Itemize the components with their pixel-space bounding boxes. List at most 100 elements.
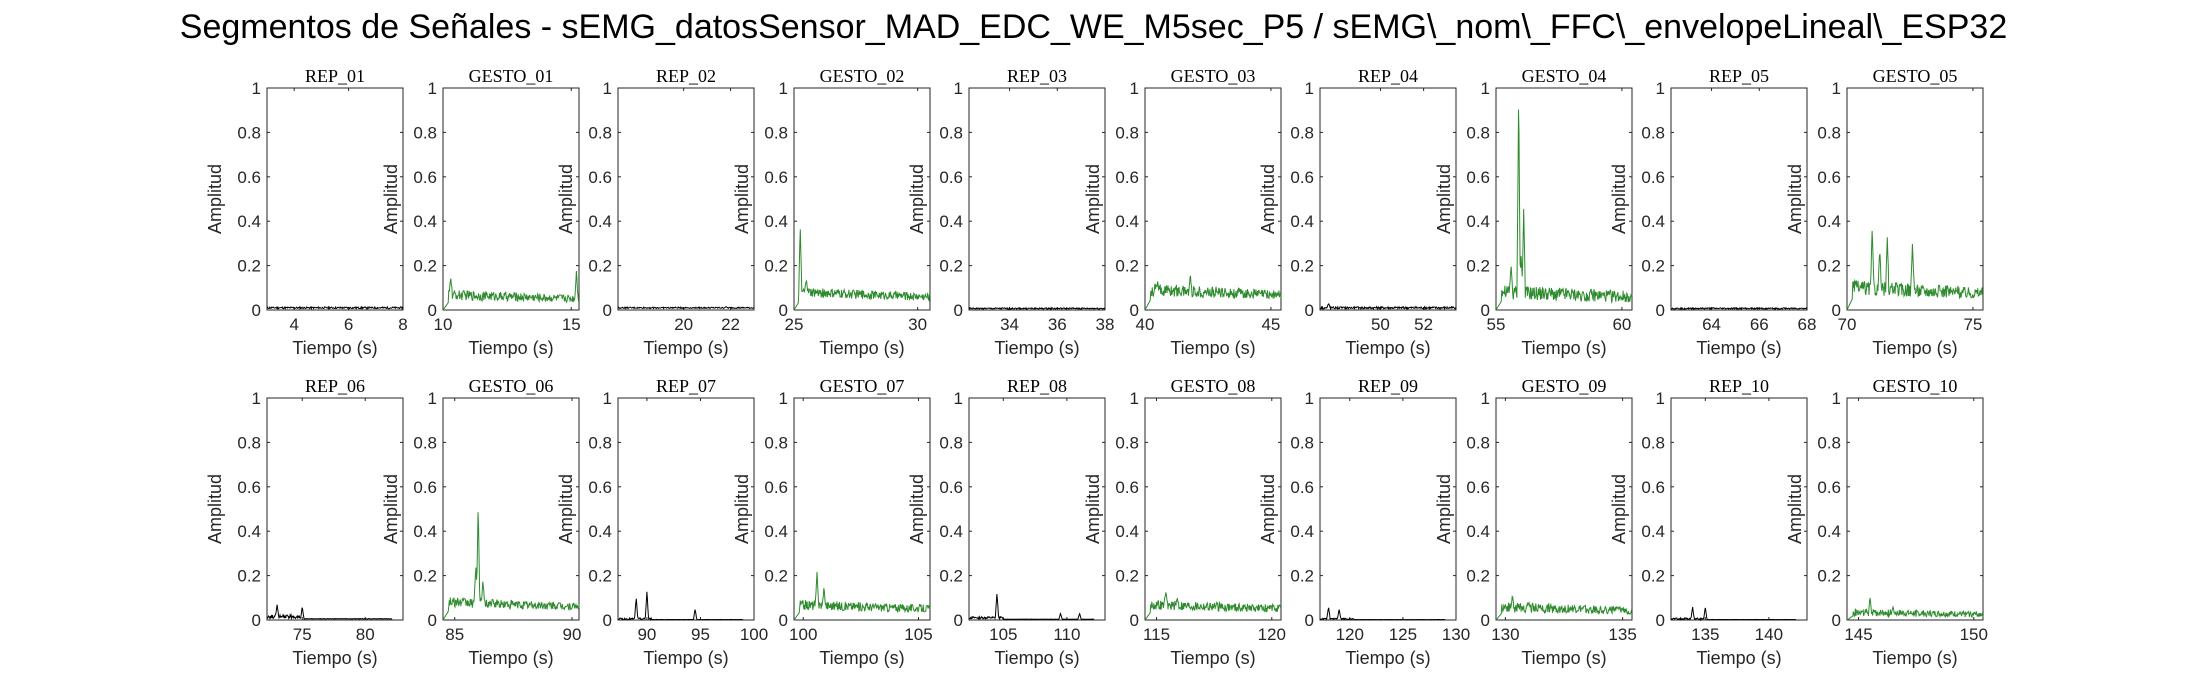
y-tick-label: 0.8 [413,123,437,142]
figure-title: Segmentos de Señales - sEMG_datosSensor_… [179,8,2008,46]
x-tick-label: 8 [398,315,407,334]
x-tick-label: 34 [1000,315,1019,334]
signal-trace [617,591,744,622]
y-tick-label: 0.2 [1115,257,1139,276]
y-tick-label: 0.6 [1466,168,1490,187]
y-axis-label: Amplitud [732,164,752,234]
x-axis-label: Tiempo (s) [468,338,553,358]
y-tick-label: 0.8 [237,123,261,142]
y-tick-label: 1 [779,389,788,408]
x-tick-label: 10 [434,315,453,334]
y-axis-label: Amplitud [1785,474,1805,544]
signal-trace [442,270,580,311]
y-tick-label: 0.2 [1466,257,1490,276]
y-tick-label: 0.2 [764,567,788,586]
subplot-title: REP_06 [305,376,365,396]
x-tick-label: 120 [1258,625,1286,644]
y-tick-label: 0.2 [764,257,788,276]
signal-trace [1319,303,1457,311]
y-tick-label: 0.2 [1466,567,1490,586]
y-tick-label: 0 [428,301,437,320]
y-tick-label: 0.4 [939,522,963,541]
axes-box [1144,87,1282,311]
axes-box [266,87,404,311]
y-tick-label: 1 [954,389,963,408]
subplot-title: GESTO_07 [820,376,905,396]
y-axis-label: Amplitud [381,474,401,544]
x-axis-label: Tiempo (s) [643,648,728,668]
y-tick-label: 0.6 [1466,478,1490,497]
y-tick-label: 0.6 [764,478,788,497]
x-tick-label: 130 [1442,625,1470,644]
x-axis-label: Tiempo (s) [1521,338,1606,358]
x-axis-label: Tiempo (s) [1345,648,1430,668]
y-tick-label: 0.4 [413,212,437,231]
y-axis-label: Amplitud [907,474,927,544]
y-axis-label: Amplitud [1434,164,1454,234]
y-tick-label: 0.2 [413,567,437,586]
subplot-title: GESTO_03 [1171,66,1256,86]
axes-box [968,397,1106,621]
x-axis-label: Tiempo (s) [292,648,377,668]
y-tick-label: 0 [1305,301,1314,320]
axes-box [617,397,755,621]
x-axis-label: Tiempo (s) [1696,338,1781,358]
signal-trace [1319,607,1446,621]
subplot-title: GESTO_04 [1522,66,1607,86]
signal-trace [1144,275,1282,311]
subplot-title: REP_02 [656,66,716,86]
signal-trace [1846,597,1984,621]
subplot-title: REP_09 [1358,376,1418,396]
y-tick-label: 0 [1305,611,1314,630]
x-tick-label: 60 [1612,315,1631,334]
y-tick-label: 0.6 [1641,168,1665,187]
y-tick-label: 0.4 [1115,212,1139,231]
x-tick-label: 140 [1755,625,1783,644]
y-tick-label: 0.6 [939,168,963,187]
x-tick-label: 36 [1048,315,1067,334]
axes-box [266,397,404,621]
signal-trace [1670,306,1808,311]
y-axis-label: Amplitud [381,164,401,234]
y-tick-label: 1 [779,79,788,98]
y-tick-label: 1 [428,389,437,408]
y-tick-label: 0 [252,611,261,630]
y-tick-label: 0.8 [764,123,788,142]
x-axis-label: Tiempo (s) [1696,648,1781,668]
signal-trace [968,306,1106,311]
y-tick-label: 0.2 [939,257,963,276]
x-tick-label: 90 [563,625,582,644]
x-tick-label: 125 [1389,625,1417,644]
signal-trace [617,306,755,310]
y-tick-label: 0.4 [1641,212,1665,231]
x-axis-label: Tiempo (s) [1170,338,1255,358]
y-tick-label: 0.6 [1817,478,1841,497]
y-tick-label: 0.4 [939,212,963,231]
subplot-title: REP_01 [305,66,365,86]
y-tick-label: 0.2 [237,567,261,586]
y-tick-label: 0.2 [588,257,612,276]
x-tick-label: 100 [789,625,817,644]
y-tick-label: 0.2 [413,257,437,276]
y-tick-label: 0.4 [764,522,788,541]
axes-box [793,87,931,311]
y-tick-label: 0.8 [1817,123,1841,142]
y-tick-label: 0.4 [413,522,437,541]
x-tick-label: 80 [356,625,375,644]
subplot-title: REP_03 [1007,66,1067,86]
y-tick-label: 0.8 [237,433,261,452]
x-tick-label: 50 [1371,315,1390,334]
y-tick-label: 1 [1481,389,1490,408]
y-tick-label: 0.6 [1115,168,1139,187]
y-tick-label: 0.2 [1290,257,1314,276]
x-axis-label: Tiempo (s) [1872,648,1957,668]
y-axis-label: Amplitud [1258,164,1278,234]
axes-box [968,87,1106,311]
y-tick-label: 0 [1130,611,1139,630]
x-tick-label: 66 [1750,315,1769,334]
y-tick-label: 0.8 [1115,123,1139,142]
y-tick-label: 1 [1656,389,1665,408]
y-tick-label: 0.8 [764,433,788,452]
x-tick-label: 105 [904,625,932,644]
y-tick-label: 0.8 [1641,433,1665,452]
